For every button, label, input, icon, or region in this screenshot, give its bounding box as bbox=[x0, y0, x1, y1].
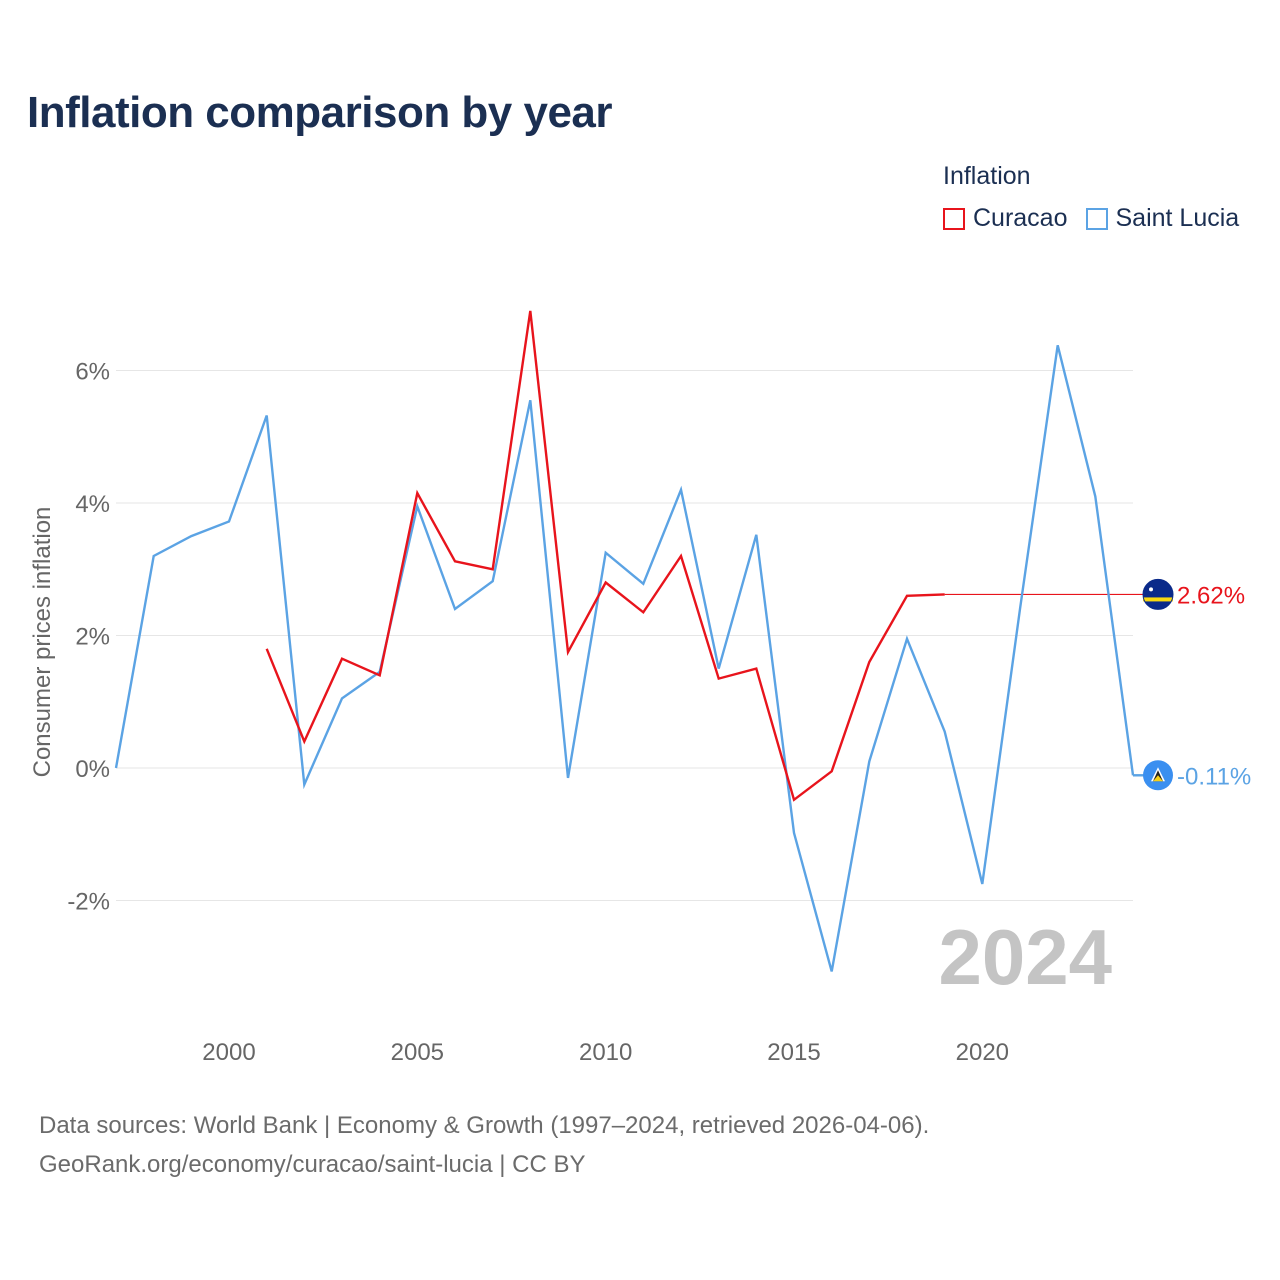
flag-border bbox=[1142, 578, 1174, 610]
y-tick-label: 2% bbox=[75, 624, 110, 651]
saint-lucia-flag-icon bbox=[1143, 760, 1173, 791]
legend: Curacao Saint Lucia bbox=[943, 204, 1257, 233]
series-line-saint-lucia bbox=[114, 345, 1135, 972]
end-label-saint-lucia: -0.11% bbox=[1177, 763, 1251, 790]
series-line-curacao bbox=[265, 310, 945, 802]
x-tick-label: 2020 bbox=[956, 1039, 1009, 1066]
x-tick-label: 2015 bbox=[767, 1039, 820, 1066]
y-axis-label: Consumer prices inflation bbox=[29, 507, 56, 778]
flag-triangle-gold bbox=[1153, 775, 1163, 782]
x-tick-label: 2010 bbox=[579, 1039, 632, 1066]
legend-swatch-curacao bbox=[943, 207, 965, 230]
legend-label-saint-lucia: Saint Lucia bbox=[1115, 204, 1240, 232]
flag-star bbox=[1149, 587, 1153, 592]
year-watermark: 2024 bbox=[938, 913, 1112, 1001]
chart-title: Inflation comparison by year bbox=[27, 88, 613, 137]
legend-title: Inflation bbox=[943, 162, 1031, 190]
x-tick-label: 2005 bbox=[391, 1039, 444, 1066]
curacao-flag-icon bbox=[1142, 578, 1174, 610]
footer-sources: Data sources: World Bank | Economy & Gro… bbox=[39, 1112, 930, 1139]
y-tick-label: 6% bbox=[75, 359, 110, 386]
y-tick-label: -2% bbox=[67, 889, 110, 916]
y-tick-label: 0% bbox=[75, 756, 110, 783]
end-label-curacao: 2.62% bbox=[1177, 582, 1245, 609]
x-tick-label: 2000 bbox=[202, 1039, 255, 1066]
flag-stripe bbox=[1143, 597, 1173, 602]
y-tick-label: 4% bbox=[75, 491, 110, 518]
footer: Data sources: World Bank | Economy & Gro… bbox=[39, 1106, 929, 1184]
legend-label-curacao: Curacao bbox=[973, 204, 1068, 232]
legend-item-saint-lucia[interactable]: Saint Lucia bbox=[1085, 204, 1240, 233]
legend-item-curacao[interactable]: Curacao bbox=[943, 204, 1068, 233]
footer-link: GeoRank.org/economy/curacao/saint-lucia … bbox=[39, 1151, 586, 1178]
flag-field bbox=[1143, 579, 1173, 610]
line-chart: 6% 4% 2% 0% -2% 2000 2005 2010 2015 2020 Consumer … bbox=[29, 310, 1251, 1066]
legend-swatch-saint-lucia bbox=[1085, 207, 1108, 230]
